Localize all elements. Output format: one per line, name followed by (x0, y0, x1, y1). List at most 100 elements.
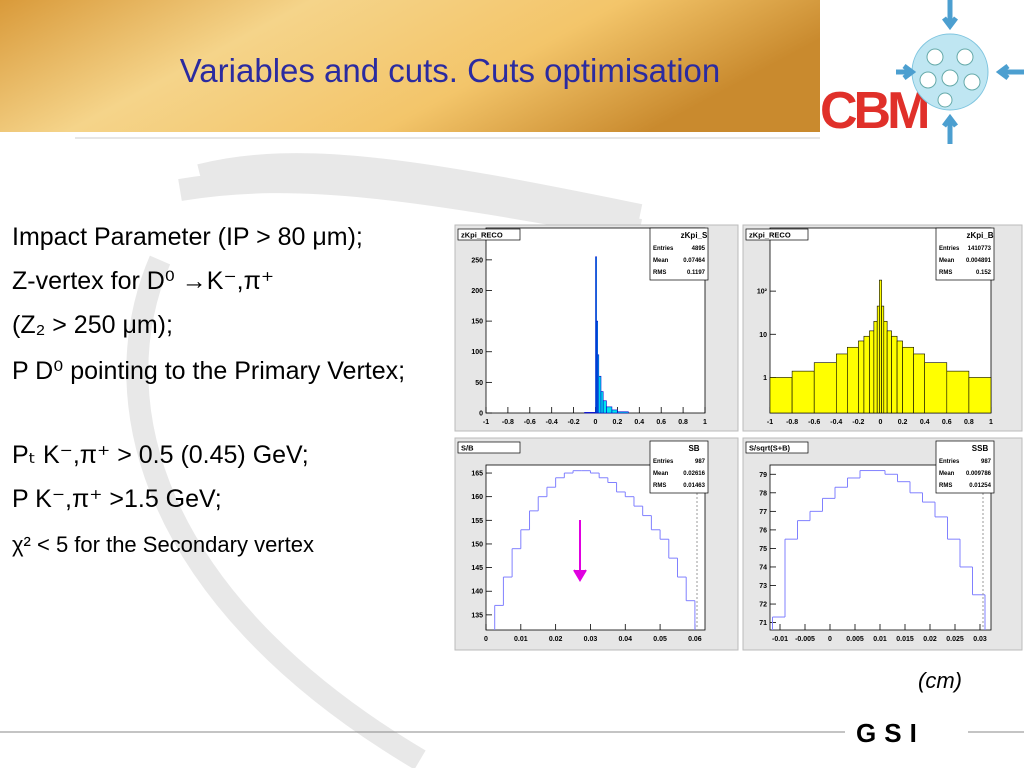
stats-label: Mean (939, 471, 955, 477)
histogram-bin (876, 305, 880, 414)
stats-label: RMS (939, 270, 952, 276)
x-tick-label: 1 (989, 419, 993, 426)
histogram-bin (617, 411, 629, 414)
stats-label: Entries (939, 246, 960, 252)
histogram-bin (879, 279, 882, 414)
x-tick-label: -0.4 (830, 419, 842, 426)
histogram-bin (946, 370, 970, 414)
y-tick-label: 150 (471, 541, 483, 548)
y-tick-label: 73 (759, 583, 767, 590)
slide-title: Variables and cuts. Cuts optimisation (180, 52, 721, 89)
histogram-bin (873, 320, 878, 414)
x-tick-label: 0.6 (942, 419, 952, 426)
y-tick-label: 74 (759, 564, 767, 571)
x-tick-label: -0.6 (524, 419, 536, 426)
y-tick-label: 50 (475, 380, 483, 387)
histogram-bin (602, 400, 607, 414)
x-tick-label: 0.015 (896, 636, 914, 643)
histogram-bin (858, 340, 865, 414)
x-tick-label: 0.03 (973, 636, 987, 643)
histogram-bin (769, 377, 793, 414)
y-tick-label: 100 (471, 349, 483, 356)
x-tick-label: 0.01 (873, 636, 887, 643)
stats-box (649, 440, 709, 494)
histogram-bin (891, 335, 898, 414)
y-tick-label: 0 (479, 411, 483, 418)
x-tick-label: 0 (828, 636, 832, 643)
charts: -1 -0.8 -0.6 -0.4 -0.2 0 0.2 0.4 0.6 0.8 105010015… (454, 224, 1023, 651)
x-tick-label: 0.2 (898, 419, 908, 426)
bullet: P D⁰ pointing to the Primary Vertex; (12, 357, 406, 385)
tab-label: S/sqrt(S+B) (749, 444, 791, 453)
stats-value: 1410773 (968, 246, 992, 252)
y-tick-label: 76 (759, 527, 767, 534)
tab-box (457, 441, 521, 454)
histogram-bin (902, 346, 914, 414)
bullet: (Z₂ > 250 μm); (12, 311, 173, 339)
bullet: Z-vertex for D⁰ →K⁻,π⁺ (12, 267, 275, 295)
stats-label: Entries (653, 246, 674, 252)
y-tick-label: 71 (759, 620, 767, 627)
x-tick-label: 0 (484, 636, 488, 643)
stats-box (935, 227, 995, 281)
stats-value: 987 (981, 459, 992, 465)
stats-box (649, 227, 709, 281)
histogram-bin (600, 391, 604, 414)
optimum-arrow (573, 520, 587, 582)
histogram-bin (896, 340, 903, 414)
stats-value: 0.009786 (966, 471, 992, 477)
bullet: χ² < 5 for the Secondary vertex (12, 532, 314, 557)
x-tick-label: -1 (483, 419, 489, 426)
histogram-bin (968, 377, 992, 414)
cbm-emblem (896, 0, 1024, 144)
histogram-bin (847, 346, 859, 414)
x-tick-label: 0.04 (618, 636, 632, 643)
y-tick-label: 160 (471, 494, 483, 501)
y-tick-label: 10 (759, 332, 767, 339)
histogram-bin (869, 330, 875, 414)
stats-label: RMS (653, 270, 666, 276)
histogram-bin (598, 375, 602, 414)
stats-value: 0.004891 (966, 258, 992, 264)
background-ring (126, 153, 643, 768)
stats-label: Mean (653, 258, 669, 264)
y-tick-label: 79 (759, 472, 767, 479)
x-tick-label: 0.03 (584, 636, 598, 643)
x-tick-label: 0.02 (923, 636, 937, 643)
stats-value: 0.01254 (969, 483, 991, 489)
x-tick-label: 0.8 (678, 419, 688, 426)
tab-box (745, 228, 809, 241)
stats-label: Mean (653, 471, 669, 477)
histogram-bin (913, 353, 926, 414)
x-tick-label: 0.05 (653, 636, 667, 643)
y-tick-label: 145 (471, 565, 483, 572)
cbm-logo: CBM (820, 82, 927, 140)
histogram-bin (886, 330, 892, 414)
y-tick-label: 78 (759, 490, 767, 497)
x-tick-label: 0.01 (514, 636, 528, 643)
stats-value: 0.152 (976, 270, 992, 276)
histogram-bin (835, 353, 848, 414)
x-tick-label: 0.2 (613, 419, 623, 426)
histogram-bin (791, 370, 815, 414)
x-tick-label: -0.8 (502, 419, 514, 426)
stats-title: zKpi_S (681, 231, 708, 240)
histogram-bin (584, 412, 596, 414)
y-tick-label: 150 (471, 319, 483, 326)
y-tick-label: 77 (759, 509, 767, 516)
histogram-bin (881, 305, 885, 414)
x-tick-label: 0.6 (656, 419, 666, 426)
stats-title: SB (688, 444, 699, 453)
x-tick-label: 0.4 (920, 419, 930, 426)
stats-label: Entries (939, 459, 960, 465)
x-tick-label: -0.6 (808, 419, 820, 426)
x-tick-label: 0.8 (964, 419, 974, 426)
bullet: Impact Parameter (IP > 80 μm); (12, 223, 363, 251)
x-tick-label: -0.005 (795, 636, 815, 643)
tab-label: zKpi_RECO (749, 231, 791, 240)
x-tick-label: -1 (767, 419, 773, 426)
x-tick-label: -0.2 (568, 419, 580, 426)
histogram-bin (863, 335, 870, 414)
y-tick-label: 135 (471, 612, 483, 619)
y-tick-label: 72 (759, 602, 767, 609)
